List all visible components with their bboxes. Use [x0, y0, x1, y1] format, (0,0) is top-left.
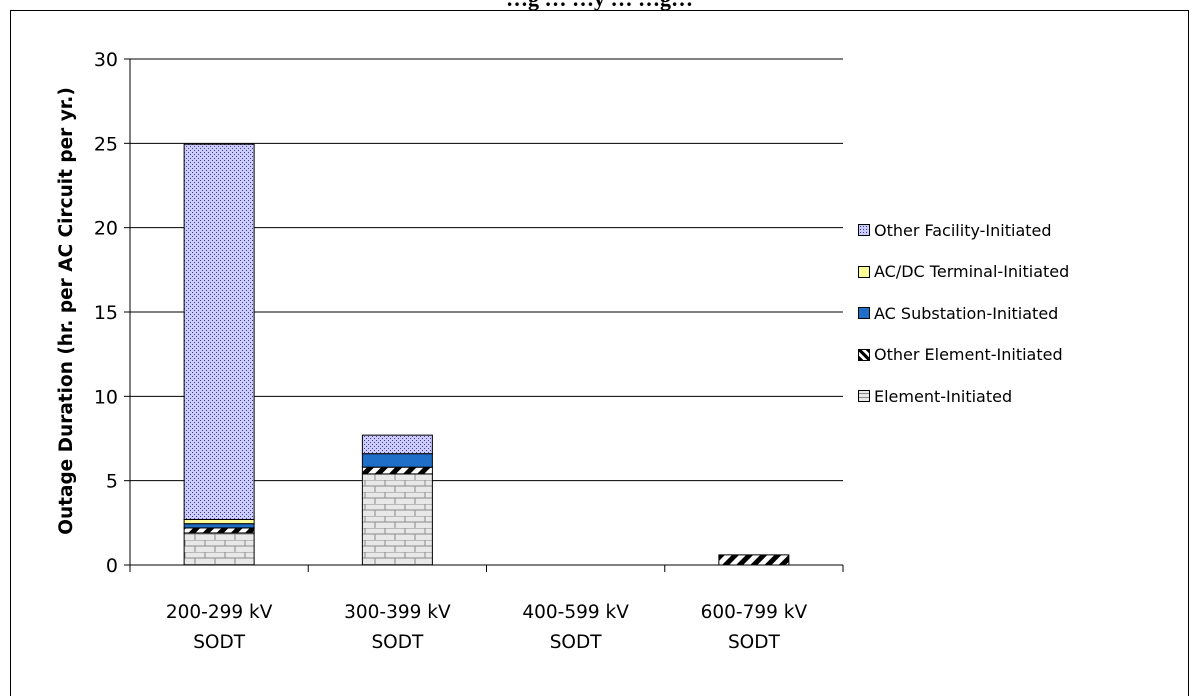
- legend-label: AC Substation-Initiated: [874, 303, 1059, 323]
- y-axis-label: Outage Duration (hr. per AC Circuit per …: [56, 87, 77, 535]
- legend-label: Element-Initiated: [874, 386, 1013, 406]
- chart-title: …g … …y … …g…: [0, 0, 1199, 12]
- legend-label: AC/DC Terminal-Initiated: [874, 262, 1070, 281]
- legend-swatch: [858, 390, 870, 402]
- bar-segment: [718, 554, 790, 566]
- axes: [124, 58, 844, 572]
- x-tick-label: 300-399 kV: [344, 602, 451, 623]
- y-tick-label: 10: [94, 386, 118, 408]
- x-tick-label: 600-799 kV: [701, 602, 808, 623]
- bar-segment: [361, 434, 433, 455]
- x-tick-label: 200-299 kV: [166, 602, 273, 623]
- bar-segment: [183, 143, 255, 520]
- y-tick-labels: 0 5 10 15 20 25 30: [94, 49, 118, 577]
- bar-segment: [361, 473, 433, 566]
- y-tick-label: 20: [94, 218, 118, 240]
- y-tick-label: 5: [106, 471, 118, 493]
- legend-item: Other Facility-Initiated: [858, 216, 1069, 244]
- legend-swatch: [858, 224, 870, 236]
- y-tick-label: 15: [94, 302, 118, 324]
- legend-label: Other Facility-Initiated: [874, 220, 1052, 240]
- legend-swatch: [858, 307, 870, 319]
- x-tick-label: 400-599 kV: [522, 602, 629, 623]
- legend-item: AC Substation-Initiated: [858, 299, 1069, 327]
- legend-swatch: [858, 265, 870, 278]
- legend-item: Other Element-Initiated: [858, 341, 1069, 369]
- legend-label: Other Element-Initiated: [874, 345, 1063, 364]
- bars-group: [183, 143, 790, 566]
- bar-segment: [183, 532, 255, 566]
- y-tick-label: 0: [106, 555, 118, 577]
- bar-segment: [361, 453, 433, 468]
- chart-legend: Other Facility-Initiated AC/DC Terminal-I…: [858, 216, 1069, 410]
- x-tick-labels: 200-299 kV SODT 300-399 kV SODT 400-599 kV SO…: [166, 602, 808, 653]
- x-tick-label: SODT: [550, 632, 603, 653]
- legend-item: AC/DC Terminal-Initiated: [858, 258, 1069, 286]
- x-tick-label: SODT: [371, 632, 424, 653]
- x-tick-label: SODT: [193, 632, 246, 653]
- legend-item: Element-Initiated: [858, 382, 1069, 410]
- bar-segment: [183, 527, 255, 534]
- legend-swatch: [858, 348, 870, 361]
- bar-segment: [183, 518, 255, 525]
- bar-segment: [361, 466, 433, 475]
- y-tick-label: 30: [94, 49, 118, 71]
- bar-segment: [183, 523, 255, 529]
- y-tick-label: 25: [94, 133, 118, 155]
- x-tick-label: SODT: [728, 632, 781, 653]
